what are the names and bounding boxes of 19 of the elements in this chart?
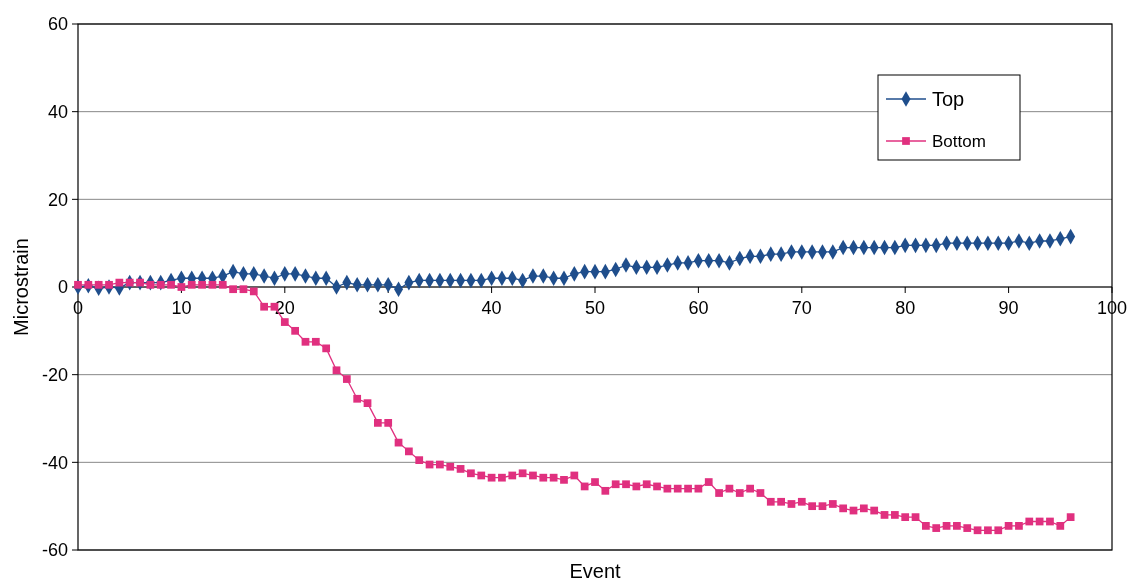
y-tick-label: 40 [47, 101, 68, 122]
x-tick-label: 40 [481, 298, 502, 318]
y-tick-label: 0 [57, 277, 68, 298]
x-tick-label: 60 [688, 298, 709, 318]
x-tick-label: 50 [584, 298, 606, 318]
x-tick-label: 80 [895, 298, 916, 318]
y-tick-label: -20 [41, 364, 68, 385]
y-tick-label: 60 [47, 14, 68, 35]
x-tick-label: 90 [998, 298, 1019, 318]
y-tick-label: -40 [41, 452, 68, 473]
x-tick-label: 70 [791, 298, 812, 318]
y-tick-label: -60 [41, 540, 68, 561]
x-axis-title: Event [569, 560, 622, 581]
legend-label: Bottom [932, 131, 986, 151]
x-tick-label: 30 [378, 298, 399, 318]
legend-label: Top [932, 88, 965, 110]
y-axis-title: Microstrain [10, 238, 32, 336]
x-tick-label: 10 [171, 298, 192, 318]
y-tick-label: 20 [47, 189, 68, 210]
